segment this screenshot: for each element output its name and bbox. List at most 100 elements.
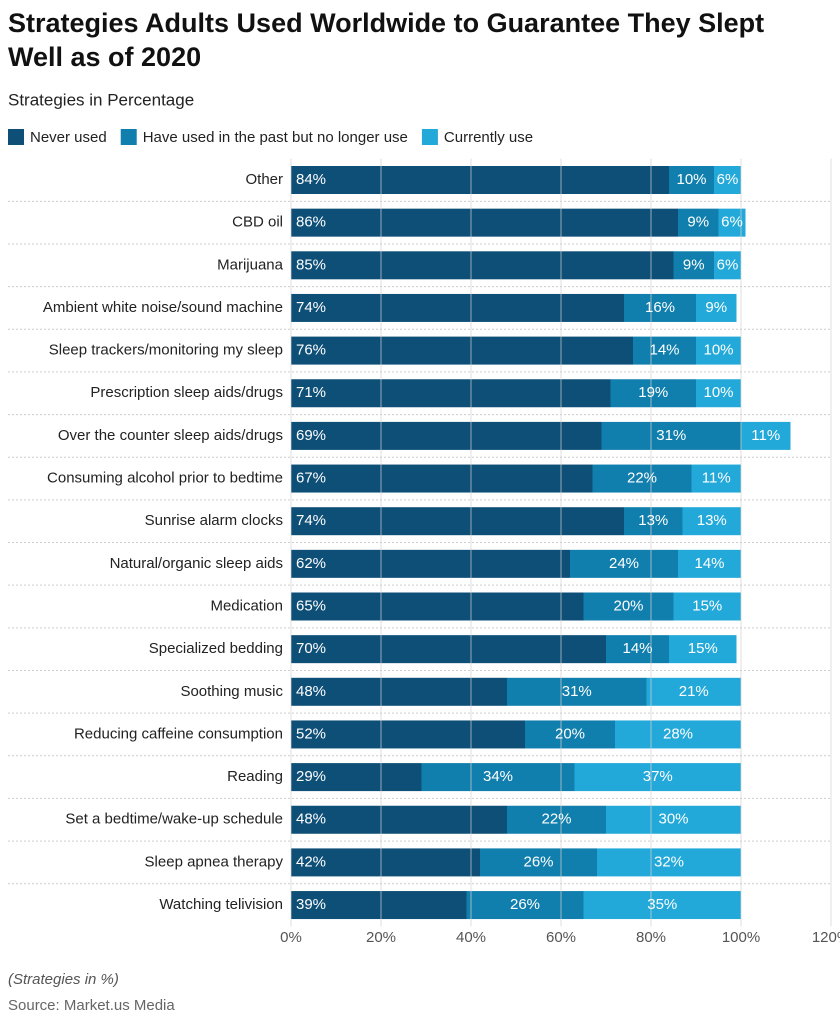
x-tick-label: 40% (456, 929, 486, 946)
value-label: 10% (703, 342, 733, 359)
y-tick-label: Reducing caffeine consumption (74, 725, 283, 742)
bar-segment (291, 720, 525, 749)
value-label: 32% (654, 853, 684, 870)
bar-segment (291, 336, 633, 365)
value-label: 70% (296, 640, 326, 657)
value-label: 14% (649, 342, 679, 359)
value-label: 13% (697, 512, 727, 529)
bar-segment (741, 421, 791, 450)
source: Source: Market.us Media (8, 997, 175, 1014)
x-tick-label: 100% (722, 929, 760, 946)
legend-label: Currently use (444, 129, 533, 146)
chart-subtitle: Strategies in Percentage (8, 90, 194, 109)
bar-segment (291, 464, 593, 493)
bar-segment (646, 677, 741, 706)
y-tick-label: Sunrise alarm clocks (145, 512, 283, 529)
legend-swatch (421, 129, 438, 145)
bar-segment (682, 507, 741, 536)
bar-segment (615, 720, 741, 749)
value-label: 15% (688, 640, 718, 657)
value-label: 11% (702, 470, 731, 487)
bar-segment (291, 592, 584, 621)
value-label: 30% (658, 811, 688, 828)
value-label: 29% (296, 768, 326, 785)
value-label: 6% (717, 171, 739, 188)
bar-segment (525, 720, 615, 749)
value-label: 14% (694, 555, 724, 572)
bar-segment (583, 592, 674, 621)
bar-segment (669, 166, 714, 194)
value-label: 31% (562, 683, 592, 700)
bar-segment (606, 805, 741, 834)
bar-segment (291, 293, 624, 322)
bar-segment (291, 421, 602, 450)
value-label: 31% (656, 427, 686, 444)
value-label: 71% (296, 384, 326, 401)
x-tick-label: 60% (546, 929, 576, 946)
value-label: 24% (609, 555, 639, 572)
chart-title: Strategies Adults Used Worldwide to Guar… (8, 8, 765, 72)
bar-segment (291, 208, 678, 237)
legend-label: Have used in the past but no longer use (143, 129, 408, 146)
value-label: 6% (717, 256, 739, 273)
bar-segment (421, 763, 575, 792)
value-label: 16% (645, 299, 675, 316)
x-tick-label: 120% (812, 929, 840, 946)
bar-segment (291, 891, 467, 920)
bar-segment (291, 507, 624, 536)
bar-segment (291, 251, 674, 280)
bar-segment (673, 592, 741, 621)
value-label: 15% (692, 597, 722, 614)
value-label: 74% (296, 512, 326, 529)
value-label: 48% (296, 683, 326, 700)
value-label: 86% (296, 214, 326, 231)
value-label: 76% (296, 342, 326, 359)
y-tick-label: Reading (227, 768, 283, 785)
value-label: 42% (296, 853, 326, 870)
value-label: 20% (613, 597, 643, 614)
value-label: 10% (676, 171, 706, 188)
value-label: 39% (296, 896, 326, 913)
bar-segment (601, 421, 741, 450)
note: (Strategies in %) (8, 971, 119, 988)
y-tick-label: CBD oil (232, 214, 283, 231)
bar-segment (696, 293, 737, 322)
y-tick-label: Marijuana (217, 256, 284, 273)
bar-segment (480, 848, 597, 877)
x-tick-label: 0% (280, 929, 302, 946)
y-tick-label: Other (245, 171, 283, 188)
value-label: 26% (510, 896, 540, 913)
value-label: 85% (296, 256, 326, 273)
value-label: 62% (296, 555, 326, 572)
bar-segment (696, 336, 741, 365)
bar-segment (291, 763, 422, 792)
bar-segment (291, 549, 570, 578)
value-label: 6% (721, 214, 743, 231)
x-tick-label: 80% (636, 929, 666, 946)
bar-segment (466, 891, 584, 920)
y-tick-label: Medication (210, 597, 283, 614)
value-label: 35% (647, 896, 677, 913)
bar-segment (291, 635, 606, 664)
bar-segment (570, 549, 678, 578)
bar-segment (291, 379, 611, 408)
value-label: 67% (296, 470, 326, 487)
y-tick-label: Ambient white noise/sound machine (43, 299, 283, 316)
bar-segment (291, 848, 480, 877)
bar-segment (583, 891, 741, 920)
value-label: 28% (663, 725, 693, 742)
bar-segment (678, 208, 719, 237)
bar-segment (633, 336, 696, 365)
bar-segment (691, 464, 741, 493)
y-tick-label: Natural/organic sleep aids (110, 555, 283, 572)
bar-segment (673, 251, 714, 280)
y-tick-label: Consuming alcohol prior to bedtime (47, 470, 283, 487)
bar-segment (678, 549, 741, 578)
value-label: 34% (483, 768, 513, 785)
value-label: 11% (751, 427, 780, 444)
value-label: 48% (296, 811, 326, 828)
value-label: 52% (296, 725, 326, 742)
value-label: 37% (643, 768, 673, 785)
